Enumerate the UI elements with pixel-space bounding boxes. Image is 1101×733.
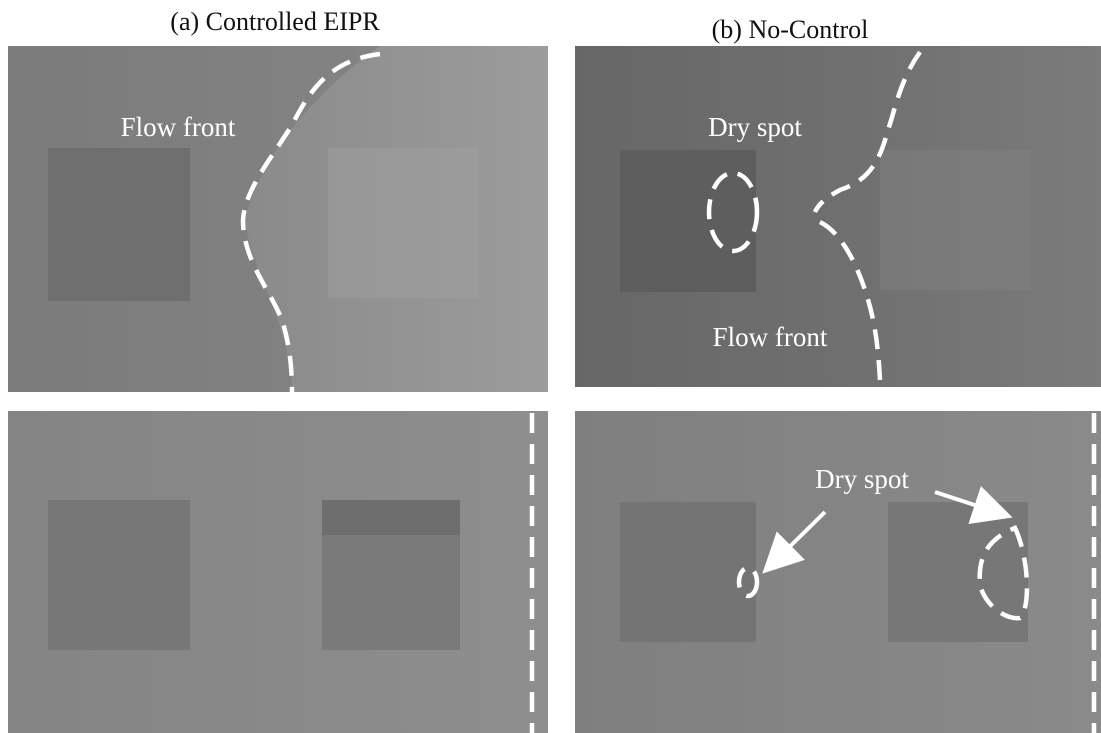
annotation: Flow front — [713, 322, 828, 352]
panel-title: (a) Controlled EIPR — [170, 7, 380, 36]
panel-title: (b) No-Control — [712, 15, 869, 44]
photo-top-left: Flow front — [8, 46, 548, 392]
annotation: Flow front — [121, 112, 236, 142]
annotation: Dry spot — [815, 464, 909, 494]
photo-bottom-right: Dry spot — [575, 411, 1101, 733]
photo-top-right: Dry spot Flow front — [575, 46, 1101, 387]
annotation: Dry spot — [708, 112, 802, 142]
figure: (a) Controlled EIPR (b) No-Control Flow … — [0, 0, 1101, 733]
photo-bottom-left — [8, 411, 548, 733]
